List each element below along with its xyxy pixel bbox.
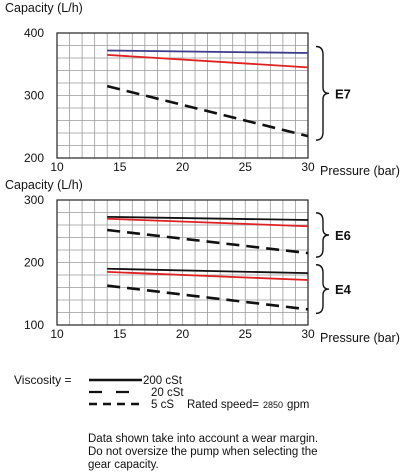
- x-tick-label: 30: [301, 327, 315, 341]
- x-tick-label: 10: [50, 160, 64, 174]
- series-line-E4-20-cSt: [107, 270, 309, 281]
- y-tick-label: 200: [24, 151, 44, 165]
- group-label-E4: E4: [335, 282, 352, 297]
- series-line-E7-200-cSt: [107, 49, 309, 54]
- x-tick-label: 20: [176, 327, 190, 341]
- x-tick-label: 15: [113, 327, 127, 341]
- series-line-E4-5-cS: [107, 284, 309, 311]
- series-line-E7-5-cS: [106, 84, 309, 138]
- chart-panel-2: Capacity (L/h) 100 200 300 10 15 20 25 30 Pressur…: [5, 178, 400, 345]
- y-axis-label: Capacity (L/h): [5, 178, 83, 192]
- series-line-E6-20-cSt: [107, 217, 309, 228]
- x-axis-label: Pressure (bar): [320, 331, 400, 345]
- legend-title: Viscosity =: [14, 373, 71, 387]
- group-label-E7: E7: [335, 86, 351, 101]
- x-tick-label: 20: [176, 160, 190, 174]
- legend-entry-label: 5 cS: [151, 399, 174, 411]
- rated-speed-unit: gpm: [287, 399, 309, 411]
- footnote-line-2: Do not oversize the pump when selecting …: [88, 446, 318, 458]
- rated-speed-value: 2850: [263, 400, 283, 410]
- plot-frame: [56, 32, 309, 159]
- series-line-E6-200-cSt: [107, 215, 309, 221]
- y-tick-label: 200: [24, 256, 44, 270]
- y-tick-label: 300: [24, 89, 44, 103]
- x-tick-label: 10: [50, 327, 64, 341]
- y-axis-label: Capacity (L/h): [5, 1, 83, 15]
- rated-speed-label: Rated speed=: [187, 399, 259, 411]
- plot-frame: [56, 199, 309, 326]
- footnote-line-3: gear capacity.: [88, 459, 159, 471]
- y-tick-label: 400: [24, 26, 44, 40]
- y-tick-label: 300: [24, 193, 44, 207]
- series-line-E7-20-cSt: [107, 53, 309, 69]
- x-tick-label: 30: [301, 160, 315, 174]
- group-brace-E7: [315, 45, 330, 141]
- footnote-line-1: Data shown take into account a wear marg…: [88, 433, 319, 445]
- x-tick-label: 25: [239, 160, 253, 174]
- chart-panel-1: Capacity (L/h) 200 300 400 10 15 20 25 30 Pressur…: [5, 1, 400, 178]
- group-brace-E4: [315, 264, 330, 315]
- group-brace-E6: [315, 212, 330, 258]
- x-tick-label: 25: [239, 327, 253, 341]
- x-axis-label: Pressure (bar): [320, 164, 400, 178]
- group-label-E6: E6: [335, 228, 351, 243]
- y-tick-label: 100: [24, 318, 44, 332]
- legend-entry-label: 200 cSt: [143, 375, 183, 387]
- series-line-E4-200-cSt: [107, 267, 309, 275]
- series-line-E6-5-cS: [107, 228, 309, 255]
- x-tick-label: 15: [113, 160, 127, 174]
- legend-entry-label: 20 cSt: [151, 387, 184, 399]
